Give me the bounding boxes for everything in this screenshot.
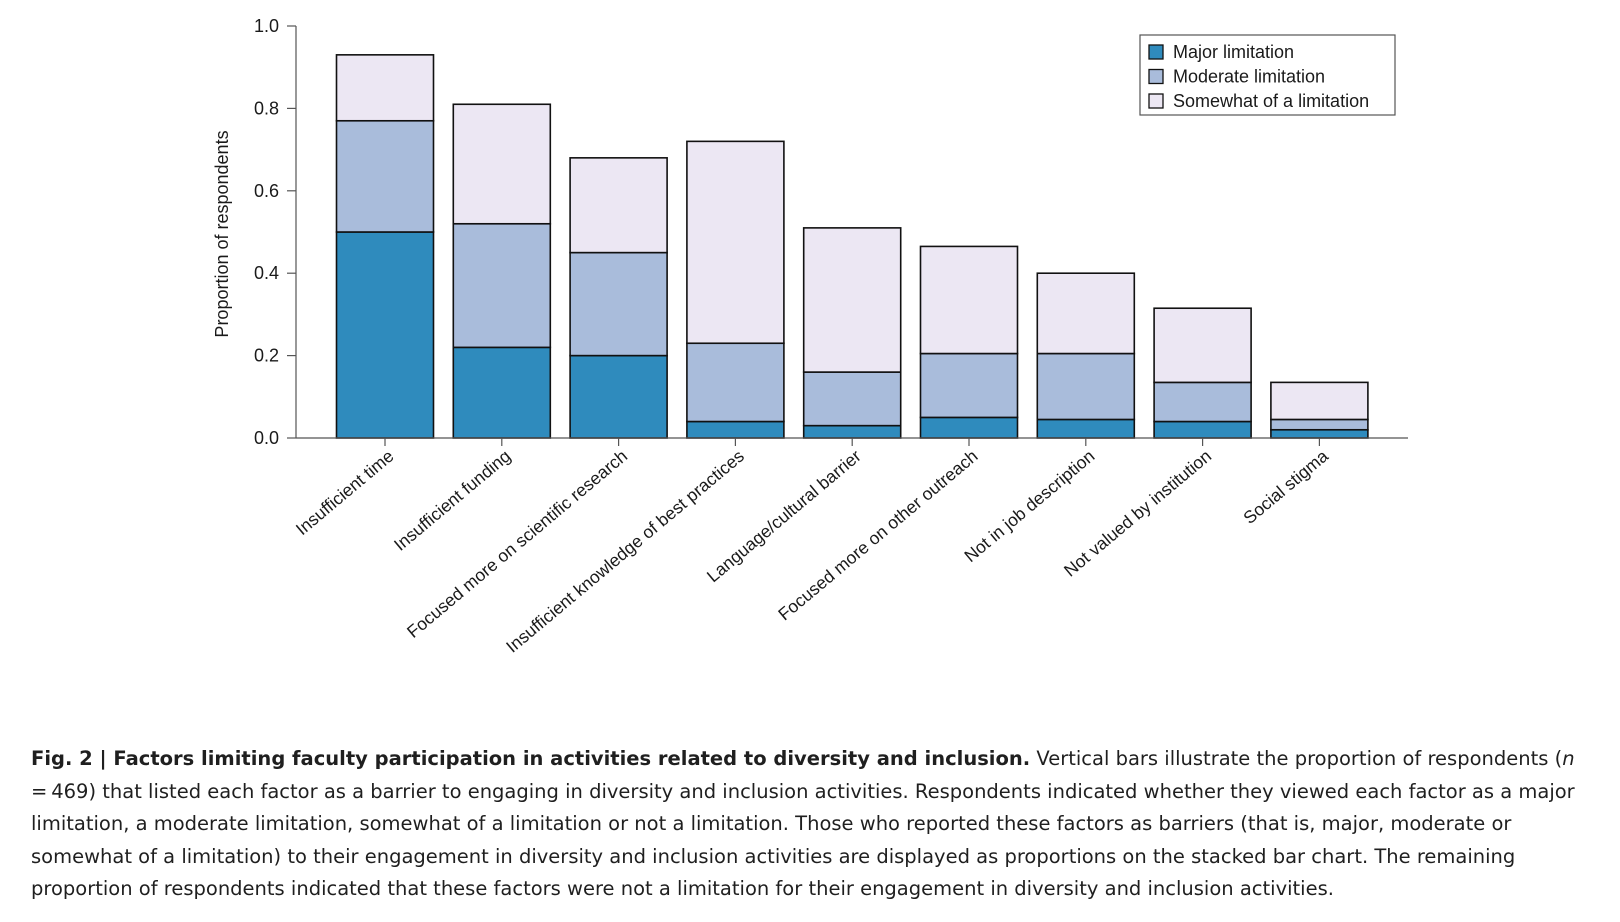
bar-segment [1153, 307, 1252, 384]
y-axis-label: Proportion of respondents [212, 130, 232, 337]
y-tick-label: 0.8 [254, 98, 279, 118]
legend-label: Major limitation [1173, 42, 1294, 62]
x-tick-label: Focused more on scientific research [403, 446, 631, 642]
bar-segment [686, 342, 785, 423]
bar-segment [1036, 418, 1136, 439]
bar-segment [569, 157, 668, 254]
bar-segment [1270, 418, 1369, 431]
legend-swatch [1148, 93, 1164, 109]
bar-stack [1036, 272, 1136, 439]
caption-n-symbol: n [1562, 747, 1575, 770]
y-tick-label: 0.2 [254, 346, 279, 366]
bar-segment [1270, 381, 1369, 421]
x-tick-label: Focused more on other outreach [774, 446, 981, 625]
y-tick-label: 0.0 [254, 428, 279, 448]
caption-text-start: Vertical bars illustrate the proportion … [1030, 747, 1563, 770]
legend-label: Moderate limitation [1173, 67, 1325, 87]
bar-stack [569, 157, 668, 439]
bar-segment [686, 420, 785, 439]
bar-segment [335, 231, 435, 439]
x-tick-label: Not in job description [960, 446, 1098, 566]
y-tick-label: 0.4 [254, 263, 279, 283]
bar-segment [1036, 352, 1136, 421]
legend: Major limitation Moderate limitation Somew… [1139, 34, 1396, 116]
bar-segment [802, 227, 902, 373]
bar-segment [452, 346, 552, 439]
bar-segment [919, 416, 1019, 439]
caption-text-rest: = 469) that listed each factor as a barr… [31, 747, 1579, 901]
bar-segment [919, 352, 1019, 419]
bar-segment [335, 119, 435, 233]
bar-segment [1153, 420, 1252, 439]
bar-segment [569, 354, 668, 439]
x-tick-label: Insufficient knowledge of best practices [502, 446, 748, 657]
legend-label: Somewhat of a limitation [1173, 91, 1369, 111]
legend-box [1139, 34, 1396, 116]
bar-segment [802, 424, 902, 439]
bar-stack [686, 140, 785, 439]
bar-stack [919, 245, 1019, 439]
stacked-bar-chart: 0.0 0.2 0.4 0.6 0.8 1.0 Proportion of respond… [212, 16, 1408, 657]
bar-segment [452, 222, 552, 349]
bar-stack [1270, 381, 1369, 439]
bar-segment [1036, 272, 1136, 355]
bars-group [335, 54, 1369, 439]
bar-segment [1270, 428, 1369, 439]
caption-title: Fig. 2 | Factors limiting faculty partic… [31, 747, 1031, 770]
y-axis: 0.0 0.2 0.4 0.6 0.8 1.0 [254, 16, 297, 448]
bar-segment [1153, 381, 1252, 423]
bar-segment [452, 103, 552, 225]
bar-segment [686, 140, 785, 345]
x-tick-label: Insufficient funding [390, 446, 514, 555]
bar-segment [919, 245, 1019, 355]
bar-stack [335, 54, 435, 439]
bar-segment [335, 54, 435, 122]
bar-segment [569, 251, 668, 357]
x-tick-label: Social stigma [1239, 446, 1332, 528]
bar-stack [452, 103, 552, 439]
legend-swatch [1148, 44, 1164, 60]
bar-segment [802, 371, 902, 427]
bar-stack [802, 227, 902, 439]
bar-stack [1153, 307, 1252, 439]
figure-caption: Fig. 2 | Factors limiting faculty partic… [31, 743, 1591, 906]
y-tick-label: 1.0 [254, 16, 279, 36]
x-tick-label: Insufficient time [292, 446, 398, 539]
legend-swatch [1148, 68, 1164, 85]
y-tick-label: 0.6 [254, 181, 279, 201]
